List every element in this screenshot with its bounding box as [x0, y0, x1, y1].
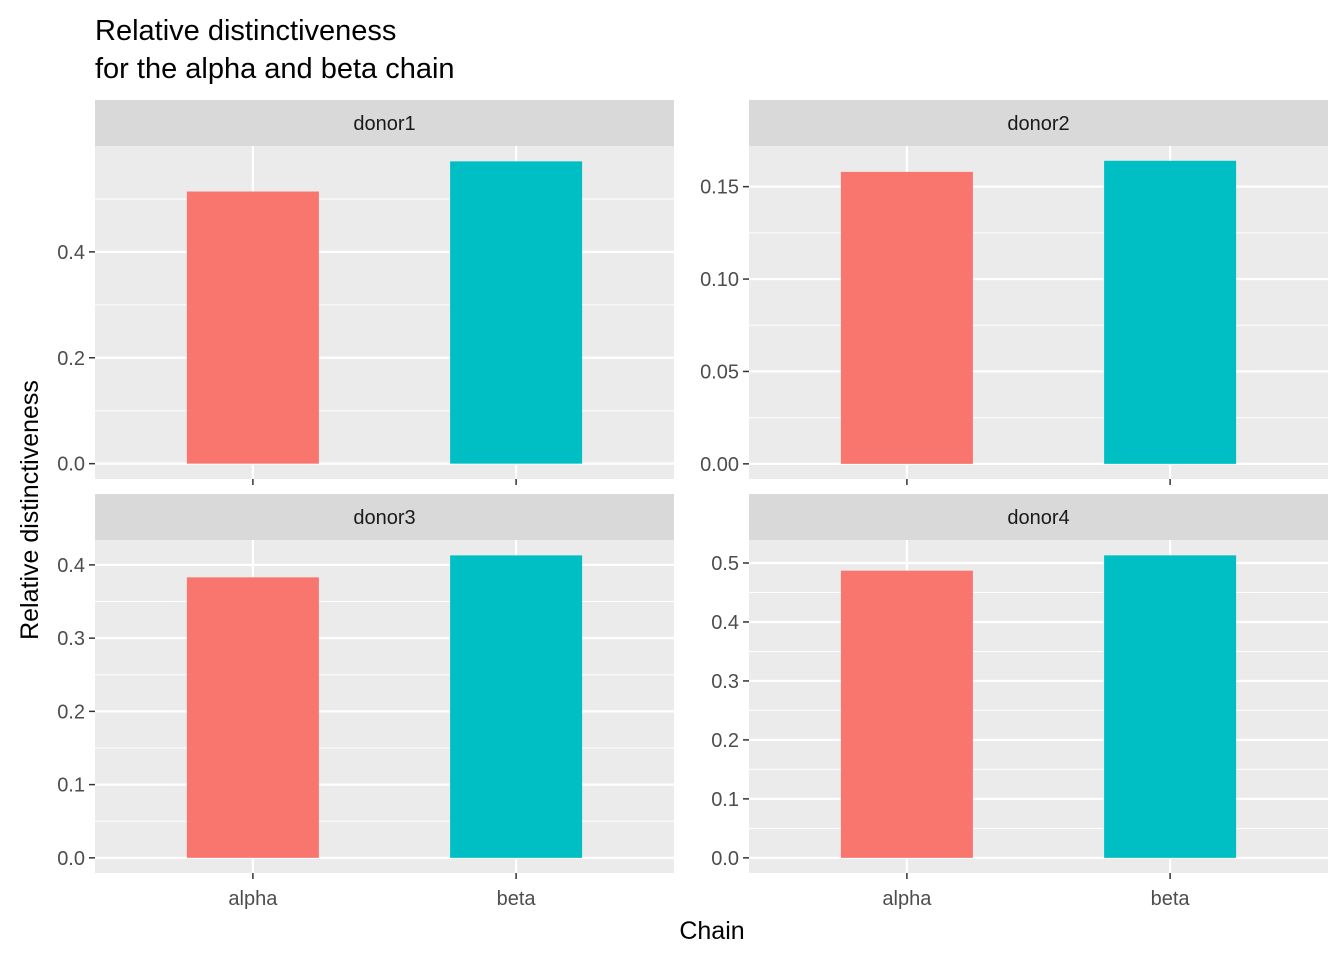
bar-beta — [1104, 555, 1237, 858]
x-tick-label: alpha — [228, 888, 278, 910]
panel-background — [749, 540, 1328, 873]
facet-strip — [95, 494, 674, 540]
chart-title-line-2: for the alpha and beta chain — [95, 53, 455, 85]
facet-strip-label: donor3 — [353, 507, 415, 529]
bar-alpha — [186, 577, 319, 858]
bar-beta — [450, 161, 583, 464]
bar-alpha — [840, 570, 973, 858]
y-tick-label: 0.0 — [711, 848, 739, 870]
facet-strip — [95, 100, 674, 146]
x-tick-label: beta — [1151, 888, 1191, 910]
y-tick-label: 0.05 — [700, 361, 739, 383]
y-tick-label: 0.10 — [700, 269, 739, 291]
bar-alpha — [840, 171, 973, 464]
facet-panel-donor1: donor1 0.0 0.2 0.4 — [57, 100, 674, 485]
y-tick-label: 0.4 — [57, 242, 85, 264]
y-tick-label: 0.1 — [57, 775, 85, 797]
y-tick-label: 0.5 — [711, 553, 739, 575]
x-tick-label: alpha — [882, 888, 932, 910]
y-tick-label: 0.1 — [711, 789, 739, 811]
facet-strip-label: donor1 — [353, 113, 415, 135]
y-tick-label: 0.0 — [57, 848, 85, 870]
facet-strip-label: donor4 — [1007, 507, 1069, 529]
bar-alpha — [186, 191, 319, 464]
y-tick-label: 0.3 — [711, 671, 739, 693]
facet-panel-donor2: donor2 0.00 0.05 0.10 0.15 — [700, 100, 1328, 485]
y-tick-label: 0.4 — [57, 555, 85, 577]
y-tick-label: 0.2 — [57, 348, 85, 370]
panel-background — [95, 540, 674, 873]
y-tick-label: 0.00 — [700, 454, 739, 476]
y-tick-label: 0.2 — [57, 701, 85, 723]
y-tick-label: 0.0 — [57, 454, 85, 476]
x-axis-title: Chain — [679, 917, 744, 945]
y-tick-label: 0.2 — [711, 730, 739, 752]
chart-title-line-1: Relative distinctiveness — [95, 15, 396, 47]
panel-background — [95, 146, 674, 479]
panel-background — [749, 146, 1328, 479]
bar-beta — [1104, 160, 1237, 464]
facet-panel-donor4: donor4 0.0 0.1 0.2 0.3 0.4 0.5 alpha beta — [711, 494, 1328, 910]
y-tick-label: 0.15 — [700, 177, 739, 199]
y-tick-label: 0.4 — [711, 612, 739, 634]
facet-panels: donor10.00.20.4donor20.000.050.100.15don… — [57, 100, 1328, 910]
facet-strip-label: donor2 — [1007, 113, 1069, 135]
y-axis-title: Relative distinctiveness — [16, 380, 44, 640]
x-tick-label: beta — [497, 888, 537, 910]
facet-strip — [749, 100, 1328, 146]
facet-panel-donor3: donor3 0.0 0.1 0.2 0.3 0.4 alpha beta — [57, 494, 674, 910]
facet-strip — [749, 494, 1328, 540]
bar-beta — [450, 555, 583, 858]
y-tick-label: 0.3 — [57, 628, 85, 650]
